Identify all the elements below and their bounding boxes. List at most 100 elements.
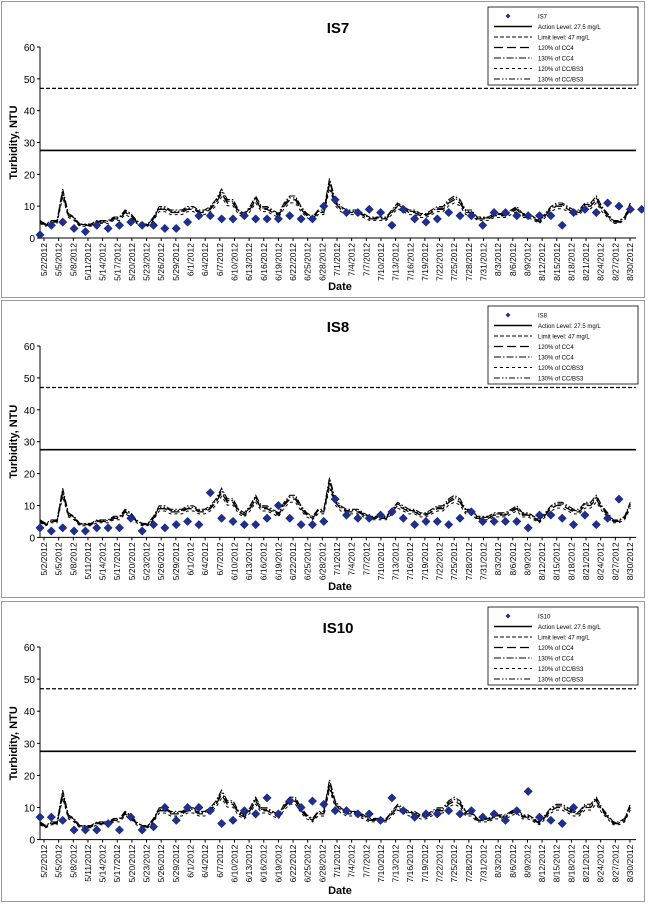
- chart-is7: IS7 Turbidity, NTU 0 10 20 30 40 50 60 5/2/2012 5/…: [8, 6, 644, 293]
- data-point: [228, 815, 238, 825]
- data-point: [92, 220, 102, 230]
- x-tick-label: 5/20/2012: [127, 844, 137, 882]
- x-tick-label: 6/7/2012: [215, 243, 225, 276]
- x-tick-label: 6/4/2012: [200, 243, 210, 276]
- data-point: [205, 488, 215, 498]
- x-tick-label: 8/6/2012: [508, 542, 518, 575]
- chart-panel-is8: IS8 Turbidity, NTU 0 10 20 30 40 50 60 5/2/2012 5/…: [1, 300, 645, 598]
- x-tick-label: 8/15/2012: [552, 243, 562, 281]
- data-point: [126, 812, 136, 822]
- x-tick-label: 6/16/2012: [259, 243, 269, 281]
- x-tick-label: 7/7/2012: [361, 542, 371, 575]
- data-point: [387, 220, 397, 230]
- x-tick-label: 8/21/2012: [581, 243, 591, 281]
- x-tick-label: 5/17/2012: [112, 542, 122, 580]
- y-tick-label: 40: [24, 107, 36, 118]
- data-point: [307, 214, 318, 224]
- data-point: [126, 217, 136, 227]
- ref-line-120-cc4: [39, 784, 631, 828]
- x-tick-label: 8/9/2012: [522, 844, 532, 877]
- legend: IS7 Action Level: 27.5 mg/L Limit level: 4…: [487, 6, 639, 86]
- x-tick-label: 5/2/2012: [39, 243, 49, 276]
- data-point: [523, 786, 533, 797]
- data-point: [546, 510, 556, 520]
- data-point: [444, 806, 454, 816]
- data-point: [478, 516, 488, 527]
- data-point: [251, 520, 261, 530]
- x-tick-label: 6/25/2012: [303, 243, 313, 281]
- legend-label: 130% of CC4: [538, 657, 574, 663]
- legend-marker: [505, 613, 511, 619]
- x-tick-label: 6/19/2012: [273, 542, 283, 580]
- x-tick-label: 7/4/2012: [347, 243, 357, 276]
- data-point: [580, 510, 590, 520]
- data-point: [194, 802, 204, 813]
- data-point: [523, 211, 533, 221]
- data-point: [512, 516, 522, 527]
- x-tick-label: 6/7/2012: [215, 542, 225, 575]
- x-tick-label: 6/1/2012: [186, 243, 196, 276]
- x-tick-label: 7/1/2012: [332, 243, 342, 276]
- data-point: [387, 793, 397, 803]
- x-tick-label: 6/22/2012: [288, 243, 298, 281]
- x-tick-label: 5/20/2012: [127, 542, 137, 580]
- x-tick-label: 6/28/2012: [317, 844, 327, 882]
- x-tick-label: 5/23/2012: [142, 844, 152, 882]
- data-point: [569, 802, 579, 813]
- data-point: [205, 806, 215, 816]
- data-point: [410, 214, 420, 224]
- data-point: [330, 195, 340, 205]
- data-point: [500, 207, 511, 218]
- x-tick-label: 8/24/2012: [596, 243, 606, 281]
- data-point: [421, 809, 431, 819]
- data-point: [455, 513, 465, 523]
- data-point: [160, 223, 170, 234]
- legend-box: [487, 6, 639, 86]
- data-point: [330, 806, 340, 816]
- data-point: [546, 211, 556, 221]
- data-point: [500, 516, 511, 527]
- chart-is10: IS10 Turbidity, NTU 0 10 20 30 40 50 60 5/2/2012 5…: [8, 606, 639, 897]
- x-tick-label: 5/8/2012: [68, 542, 78, 575]
- legend-label: IS10: [538, 615, 551, 621]
- y-tick-label: 10: [24, 202, 36, 213]
- x-tick-label: 5/29/2012: [171, 243, 181, 281]
- ref-line-120-cc4: [39, 183, 631, 227]
- data-point: [591, 520, 601, 530]
- y-tick-label: 20: [24, 170, 36, 181]
- data-point: [637, 204, 644, 214]
- x-tick-label: 8/6/2012: [508, 844, 518, 877]
- legend-label: Action Level: 27.5 mg/L: [538, 25, 601, 31]
- x-tick-label: 5/23/2012: [142, 243, 152, 281]
- x-tick-label: 6/4/2012: [200, 542, 210, 575]
- data-point: [228, 214, 238, 224]
- x-tick-label: 6/19/2012: [273, 243, 283, 281]
- data-point: [398, 204, 408, 214]
- x-tick-label: 7/25/2012: [449, 243, 459, 281]
- legend-label: Action Level: 27.5 mg/L: [538, 625, 601, 631]
- data-point: [341, 510, 352, 520]
- data-point: [239, 211, 249, 221]
- x-tick-label: 7/10/2012: [376, 542, 386, 580]
- legend-label: 130% of CC/BS3: [538, 78, 584, 84]
- data-point: [557, 818, 567, 829]
- data-point: [296, 214, 306, 224]
- legend-label: Limit level: 47 mg/L: [538, 36, 590, 42]
- data-point: [273, 809, 283, 819]
- x-tick-label: 5/23/2012: [142, 542, 152, 580]
- data-point: [364, 809, 374, 819]
- data-point: [296, 520, 306, 530]
- data-point: [455, 211, 465, 221]
- data-point: [262, 513, 272, 523]
- y-tick-label: 10: [24, 804, 36, 815]
- legend-label: Limit level: 47 mg/L: [538, 636, 590, 642]
- y-tick-label: 0: [29, 234, 35, 245]
- x-tick-label: 5/11/2012: [83, 243, 93, 280]
- legend: IS8 Action Level: 27.5 mg/L Limit level: 4…: [487, 305, 639, 385]
- x-tick-label: 8/18/2012: [566, 542, 576, 580]
- data-point: [58, 217, 68, 227]
- x-tick-label: 7/4/2012: [347, 844, 357, 877]
- data-point: [557, 513, 567, 523]
- x-tick-label: 5/29/2012: [171, 844, 181, 882]
- data-point: [35, 812, 45, 822]
